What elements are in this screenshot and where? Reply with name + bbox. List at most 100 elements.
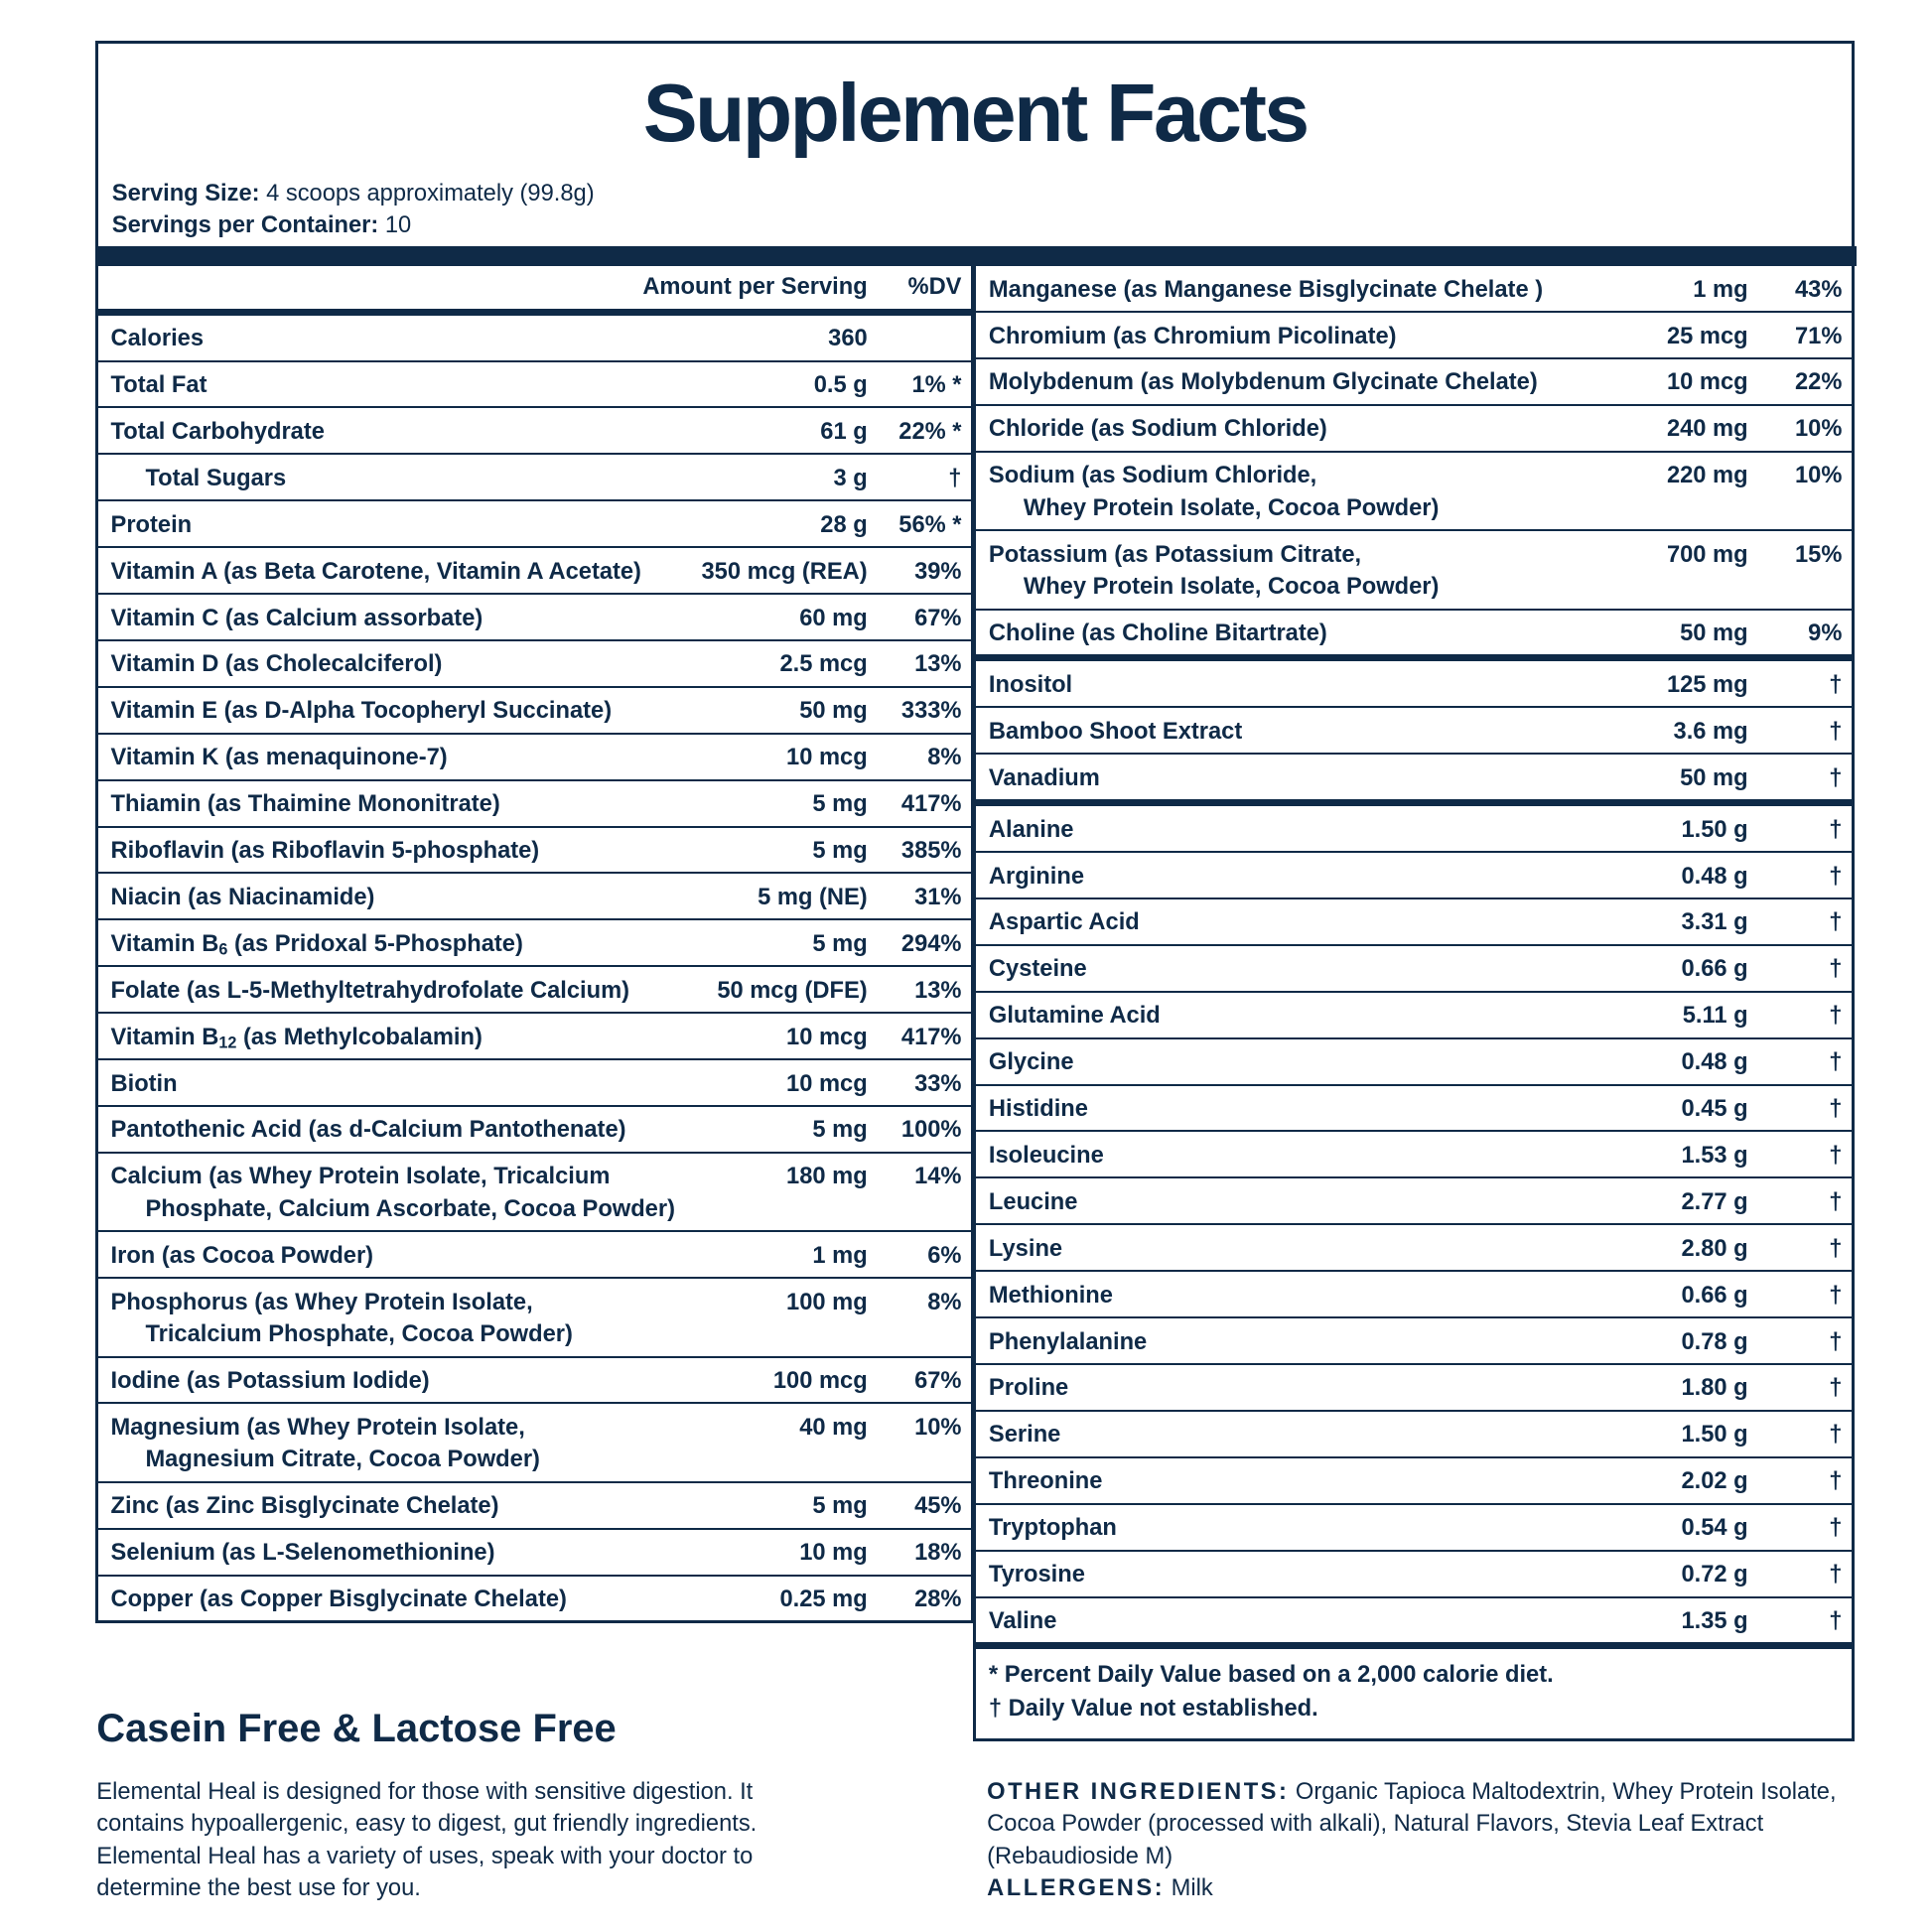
nutrient-row: Leucine 2.77 g † (976, 1178, 1853, 1226)
nutrient-name-line2: Phosphate, Calcium Ascorbate, Cocoa Powd… (145, 1195, 675, 1222)
nutrient-name-line2: Whey Protein Isolate, Cocoa Powder) (1023, 494, 1440, 521)
nutrient-amount: 0.48 g (1681, 863, 1748, 890)
nutrient-name: Protein (111, 509, 821, 541)
nutrient-row: Arginine 0.48 g † (976, 853, 1853, 899)
nutrient-dv: 8% (927, 745, 962, 771)
nutrient-dv: 1% * (911, 371, 962, 398)
nutrient-amount: 0.48 g (1681, 1049, 1748, 1076)
serving-size-label: Serving Size: (111, 180, 260, 207)
nutrient-name-text: Serine (988, 1422, 1061, 1449)
nutrient-dv: † (1829, 1375, 1843, 1402)
nutrient-name-text: Selenium (as L-Selenomethionine) (110, 1540, 495, 1567)
nutrient-name: Threonine (989, 1465, 1682, 1497)
nutrient-row: Chromium (as Chromium Picolinate) 25 mcg 7… (976, 313, 1853, 359)
nutrient-name-text: Chromium (as Chromium Picolinate) (988, 323, 1397, 349)
nutrient-dv: 10% (914, 1414, 962, 1441)
nutrient-amount: 5.11 g (1682, 1003, 1748, 1030)
nutrient-dv: 56% * (898, 511, 962, 538)
nutrient-amount: 0.78 g (1681, 1328, 1748, 1355)
nutrient-name-line2: Magnesium Citrate, Cocoa Powder) (145, 1447, 540, 1473)
nutrient-name-text: Leucine (988, 1188, 1078, 1215)
nutrient-dv: † (1829, 1608, 1843, 1635)
nutrient-amount: 2.80 g (1681, 1235, 1748, 1262)
nutrient-name: Bamboo Shoot Extract (989, 716, 1674, 748)
nutrient-name-text: Iodine (as Potassium Iodide) (110, 1367, 430, 1394)
nutrient-name: Magnesium (as Whey Protein Isolate, Magne… (111, 1412, 800, 1476)
nutrient-name: Vitamin A (as Beta Carotene, Vitamin A A… (111, 556, 702, 588)
nutrient-dv: † (1829, 764, 1843, 791)
nutrient-name-text: Manganese (as Manganese Bisglycinate Che… (988, 276, 1544, 303)
nutrient-row: Zinc (as Zinc Bisglycinate Chelate) 5 mg 4… (98, 1483, 972, 1530)
nutrient-row: Magnesium (as Whey Protein Isolate, Magne… (98, 1404, 972, 1483)
nutrient-row: Vitamin B12 (as Methylcobalamin) 10 mcg 41… (98, 1014, 972, 1061)
nutrient-amount: 10 mcg (786, 1024, 868, 1050)
nutrient-name: Proline (989, 1372, 1682, 1404)
nutrient-row: Proline 1.80 g † (976, 1365, 1853, 1412)
nutrient-amount: 50 mg (1680, 764, 1748, 791)
nutrient-row: Vitamin E (as D-Alpha Tocopheryl Succina… (98, 688, 972, 735)
nutrient-name-text: Glycine (988, 1049, 1074, 1076)
nutrient-amount: 180 mg (786, 1164, 868, 1190)
nutrient-dv: 385% (900, 838, 962, 865)
nutrient-name-text: Cysteine (988, 956, 1087, 983)
nutrient-amount: 3.6 mg (1673, 718, 1748, 745)
nutrient-name: Calcium (as Whey Protein Isolate, Trical… (111, 1161, 787, 1225)
nutrient-name: Methionine (989, 1280, 1682, 1311)
title-box: Supplement Facts Serving Size: 4 scoops … (95, 41, 1856, 250)
nutrient-dv: 71% (1794, 323, 1843, 349)
nutrient-name: Choline (as Choline Bitartrate) (989, 618, 1680, 649)
nutrient-name-text: Glutamine Acid (988, 1003, 1161, 1030)
nutrient-name: Vitamin D (as Cholecalciferol) (111, 648, 780, 680)
nutrient-name: Aspartic Acid (989, 906, 1682, 938)
nutrient-amount: 240 mg (1666, 416, 1748, 443)
nutrient-dv: 13% (914, 651, 962, 678)
nutrient-name-text: Tryptophan (988, 1515, 1117, 1542)
nutrient-amount: 5 mg (812, 1493, 868, 1520)
nutrient-name-text: Inositol (988, 671, 1073, 698)
nutrient-dv: † (1829, 956, 1843, 983)
nutrient-name: Phenylalanine (989, 1326, 1682, 1358)
nutrient-dv: † (1829, 1422, 1843, 1449)
nutrient-dv: 8% (927, 1289, 962, 1315)
nutrient-name-text: Tyrosine (988, 1562, 1085, 1588)
nutrient-row: Molybdenum (as Molybdenum Glycinate Chel… (976, 359, 1853, 406)
nutrient-name-text: Vitamin D (as Cholecalciferol) (110, 651, 443, 678)
nutrient-name: Alanine (989, 814, 1682, 846)
nutrient-subscript: 6 (218, 940, 228, 959)
nutrient-amount: 100 mg (786, 1289, 868, 1315)
nutrient-dv: 14% (914, 1164, 962, 1190)
nutrient-name: Cysteine (989, 953, 1682, 985)
table-header: Amount per Serving %DV (98, 266, 972, 316)
nutrient-dv: † (1829, 1188, 1843, 1215)
nutrient-name-text: Bamboo Shoot Extract (988, 718, 1243, 745)
nutrient-name-text: Valine (988, 1608, 1057, 1635)
nutrient-row: Niacin (as Niacinamide) 5 mg (NE) 31% (98, 874, 972, 921)
nutrient-amount: 1.80 g (1681, 1375, 1748, 1402)
nutrient-row: Methionine 0.66 g † (976, 1272, 1853, 1319)
serving-info: Serving Size: 4 scoops approximately (99… (112, 178, 595, 242)
nutrient-row: Choline (as Choline Bitartrate) 50 mg 9% (976, 611, 1853, 662)
nutrient-amount: 10 mg (799, 1540, 868, 1567)
nutrient-name: Vitamin B6 (as Pridoxal 5-Phosphate) (111, 928, 813, 960)
nutrient-name: Tyrosine (989, 1559, 1682, 1590)
allergens-value: Milk (1165, 1875, 1213, 1902)
nutrient-amount: 25 mcg (1666, 323, 1748, 349)
nutrient-name: Iron (as Cocoa Powder) (111, 1240, 813, 1272)
nutrient-row: Vitamin A (as Beta Carotene, Vitamin A A… (98, 548, 972, 596)
nutrient-name: Niacin (as Niacinamide) (111, 882, 759, 913)
nutrient-amount: 40 mg (799, 1414, 868, 1441)
allergens-label: ALLERGENS: (987, 1875, 1166, 1902)
nutrient-row: Vitamin D (as Cholecalciferol) 2.5 mcg 13% (98, 641, 972, 688)
nutrient-row: Biotin 10 mcg 33% (98, 1060, 972, 1107)
nutrient-row: Calories 360 (98, 316, 972, 362)
nutrient-row: Manganese (as Manganese Bisglycinate Che… (976, 266, 1853, 314)
nutrient-dv: 31% (914, 884, 962, 910)
nutrient-row: Total Carbohydrate 61 g 22% * (98, 408, 972, 456)
nutrient-dv: 43% (1794, 276, 1843, 303)
nutrient-dv: † (1829, 1003, 1843, 1030)
nutrient-dv: 10% (1794, 416, 1843, 443)
nutrient-dv: † (1829, 1328, 1843, 1355)
page-title: Supplement Facts (642, 67, 1311, 159)
nutrient-amount: 220 mg (1666, 463, 1748, 489)
